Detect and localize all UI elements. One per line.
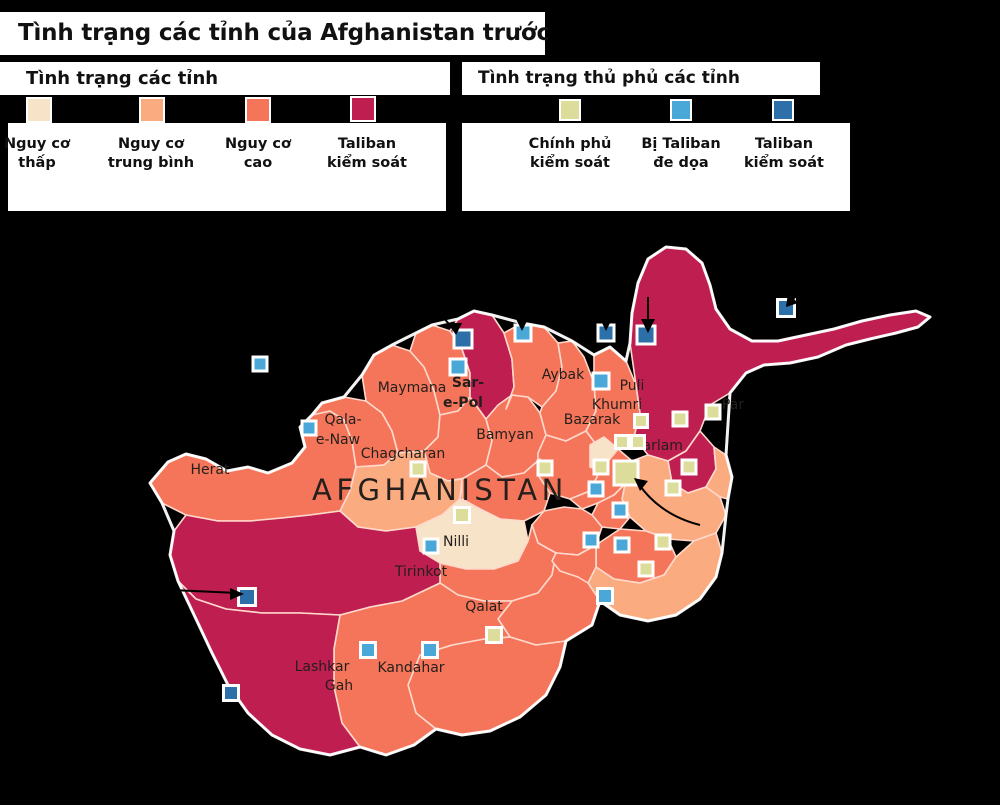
- capital-marker-gov[interactable]: [637, 560, 655, 578]
- capital-marker-gov[interactable]: [409, 460, 427, 478]
- legend-label-government-control: Chính phủ kiểm soát: [528, 136, 612, 172]
- capital-marker-threat[interactable]: [582, 531, 600, 549]
- city-label: Bamyan: [476, 427, 534, 443]
- capital-marker-gov[interactable]: [612, 459, 640, 487]
- legend-capitals-panel: [462, 123, 850, 211]
- arrow-badakhshan: [789, 262, 831, 304]
- province-ghazni[interactable]: [551, 544, 597, 584]
- legend-label-taliban: Taliban kiểm soát: [327, 136, 407, 172]
- city-label: Chagcharan: [361, 446, 445, 462]
- country-outline: [148, 245, 932, 757]
- capital-marker-gov[interactable]: [664, 479, 682, 497]
- capital-marker-gov[interactable]: [633, 413, 649, 429]
- capital-marker-gov[interactable]: [592, 458, 610, 476]
- legend-label-high-risk: Nguy cơ cao: [225, 136, 291, 172]
- legend-swatch-high-risk: [245, 97, 271, 123]
- city-label: Nilli: [443, 534, 469, 550]
- legend-label-taliban-threat: Bị Taliban đe dọa: [641, 136, 721, 172]
- title-panel: [0, 12, 545, 55]
- capital-marker-threat[interactable]: [613, 536, 631, 554]
- city-label-layer: Maymana Sar-e-Pol Aybak Puli Khumri Qala-e-Na…: [191, 367, 745, 694]
- arrow-head-takhar: [641, 319, 655, 333]
- city-label: Aybak: [542, 367, 585, 383]
- afghanistan-map[interactable]: Maymana Sar-e-Pol Aybak Puli Khumri Qala-e-Na…: [0, 215, 1000, 805]
- capital-marker-gov[interactable]: [485, 626, 503, 644]
- legend-swatch-taliban-captured: [772, 99, 794, 121]
- arrow-head-kunduz: [599, 317, 613, 331]
- arrow-kabul: [637, 482, 701, 526]
- capital-marker-gov[interactable]: [614, 434, 630, 450]
- arrow-layer: [59, 262, 831, 600]
- legend-capitals-heading: Tình trạng thủ phủ các tỉnh: [478, 68, 740, 88]
- capital-marker-gov[interactable]: [453, 506, 471, 524]
- city-label: Khumri: [592, 397, 642, 413]
- city-label: Maymana: [378, 380, 447, 396]
- arrow-head-kabul: [634, 478, 648, 491]
- capital-marker-threat[interactable]: [359, 641, 377, 659]
- city-label: Par: [722, 397, 744, 413]
- legend-swatch-government-control: [559, 99, 581, 121]
- legend-label-low-risk: Nguy cơ thấp: [4, 136, 70, 172]
- city-label: Sar-: [452, 375, 484, 391]
- capital-marker-threat[interactable]: [422, 537, 440, 555]
- capital-marker-gov[interactable]: [536, 459, 554, 477]
- capital-marker-threat[interactable]: [587, 480, 605, 498]
- capital-marker-layer: [222, 298, 796, 702]
- capital-marker-threat[interactable]: [448, 357, 468, 377]
- city-label: Qalat: [465, 599, 503, 615]
- capital-marker-captured[interactable]: [222, 684, 240, 702]
- city-label: Qala-: [324, 412, 361, 428]
- city-label: Kandahar: [377, 660, 444, 676]
- legend-label-medium-risk: Nguy cơ trung bình: [107, 136, 195, 172]
- city-label: Tirinkot: [394, 564, 448, 580]
- legend-label-taliban-captured: Taliban kiểm soát: [744, 136, 824, 172]
- city-label: Puli: [620, 378, 645, 394]
- capital-marker-threat[interactable]: [251, 355, 269, 373]
- capital-marker-gov[interactable]: [671, 410, 689, 428]
- legend-provinces-panel: [8, 123, 446, 211]
- capital-marker-threat[interactable]: [300, 419, 318, 437]
- legend-provinces-heading: Tình trạng các tỉnh: [26, 68, 219, 89]
- capital-marker-threat[interactable]: [611, 501, 629, 519]
- city-label: e-Naw: [316, 432, 360, 448]
- capital-marker-threat[interactable]: [596, 587, 614, 605]
- legend-swatch-taliban-threat: [670, 99, 692, 121]
- arrow-head-jowzjan: [515, 317, 529, 331]
- city-label: e-Pol: [443, 395, 483, 411]
- capital-marker-captured[interactable]: [452, 328, 474, 350]
- capital-marker-gov[interactable]: [654, 533, 672, 551]
- capital-marker-threat[interactable]: [421, 641, 439, 659]
- city-label: Lashkar: [295, 659, 350, 675]
- capital-marker-captured[interactable]: [237, 587, 257, 607]
- legend-swatch-medium-risk: [139, 97, 165, 123]
- page-title: Tình trạng các tỉnh của Afghanistan trướ…: [18, 20, 548, 46]
- city-label: Bazarak: [564, 412, 621, 428]
- legend-provinces-title-panel: [0, 62, 450, 95]
- capital-marker-gov[interactable]: [680, 458, 698, 476]
- arrow-head-farah: [230, 588, 244, 600]
- capital-marker-gov[interactable]: [630, 434, 646, 450]
- capital-marker-gov[interactable]: [704, 403, 722, 421]
- province-badakhshan[interactable]: [629, 246, 931, 462]
- arrow-head-badakhshan: [786, 293, 798, 307]
- country-label: AFGHANISTAN: [312, 473, 568, 507]
- capital-marker-threat[interactable]: [591, 371, 611, 391]
- legend-swatch-low-risk: [26, 97, 52, 123]
- legend-capitals-title-panel: [462, 62, 820, 95]
- arrow-farah: [59, 584, 239, 594]
- city-label: Herat: [191, 462, 230, 478]
- city-label: Gah: [325, 678, 353, 694]
- legend-swatch-taliban: [350, 96, 376, 122]
- arrow-head-balkh: [448, 323, 462, 335]
